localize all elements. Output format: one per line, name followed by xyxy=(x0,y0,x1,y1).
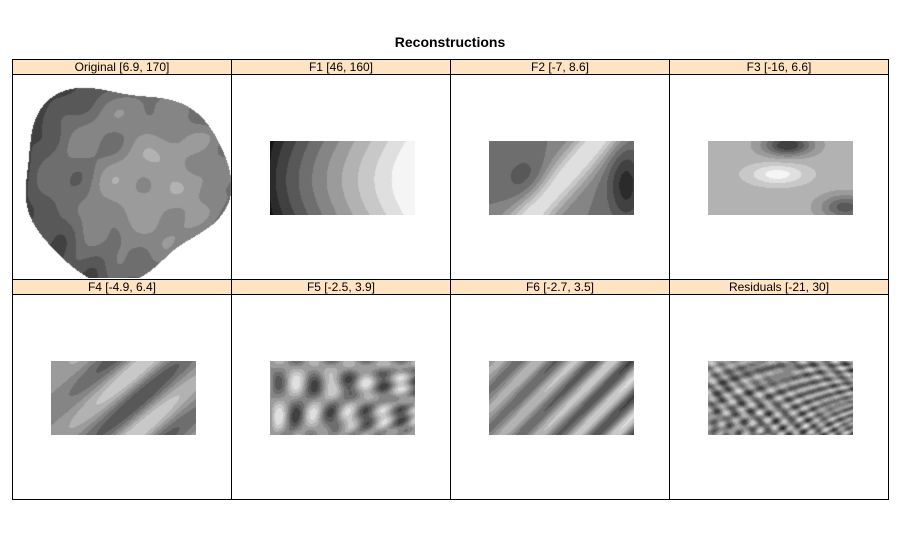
panel-6: F5 [-2.5, 3.9] xyxy=(231,279,451,500)
panel-strip-label: F3 [-16, 6.6] xyxy=(670,60,888,75)
reconstruction-image xyxy=(489,361,634,435)
panel-1: Original [6.9, 170] xyxy=(12,59,232,280)
reconstruction-image xyxy=(708,141,853,215)
panel-8: Residuals [-21, 30] xyxy=(669,279,889,500)
panel-3: F2 [-7, 8.6] xyxy=(450,59,670,280)
panel-5: F4 [-4.9, 6.4] xyxy=(12,279,232,500)
panel-strip-label: F1 [46, 160] xyxy=(232,60,450,75)
reconstruction-image xyxy=(51,361,196,435)
panel-strip-label: Residuals [-21, 30] xyxy=(670,280,888,295)
original-image xyxy=(13,75,231,278)
panel-7: F6 [-2.7, 3.5] xyxy=(450,279,670,500)
panel-2: F1 [46, 160] xyxy=(231,59,451,280)
panel-strip-label: Original [6.9, 170] xyxy=(13,60,231,75)
panel-strip-label: F2 [-7, 8.6] xyxy=(451,60,669,75)
panel-4: F3 [-16, 6.6] xyxy=(669,59,889,280)
reconstruction-image xyxy=(270,141,415,215)
panel-grid: Original [6.9, 170] F1 [46, 160] F2 [-7, 8… xyxy=(12,59,889,500)
page-title: Reconstructions xyxy=(394,34,506,50)
panel-strip-label: F5 [-2.5, 3.9] xyxy=(232,280,450,295)
reconstruction-image xyxy=(270,361,415,435)
panel-strip-label: F4 [-4.9, 6.4] xyxy=(13,280,231,295)
panel-strip-label: F6 [-2.7, 3.5] xyxy=(451,280,669,295)
reconstruction-image xyxy=(708,361,853,435)
reconstruction-image xyxy=(489,141,634,215)
